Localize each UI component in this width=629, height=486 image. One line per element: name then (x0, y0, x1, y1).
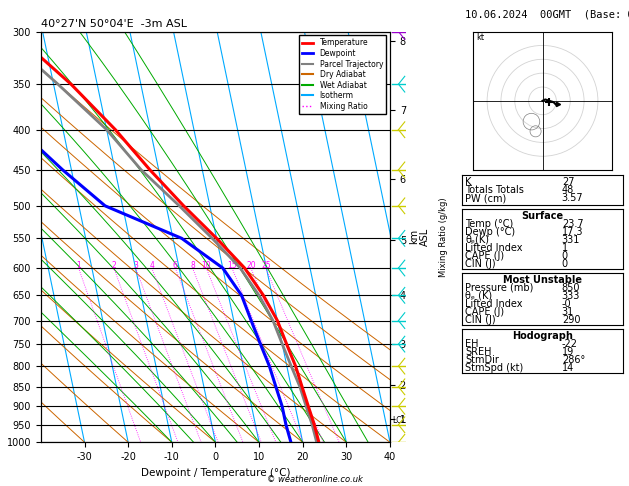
Text: 286°: 286° (562, 355, 585, 365)
Text: 14: 14 (562, 363, 574, 373)
Text: 4: 4 (149, 261, 154, 270)
Text: 15: 15 (227, 261, 237, 270)
Text: StmDir: StmDir (465, 355, 499, 365)
X-axis label: Dewpoint / Temperature (°C): Dewpoint / Temperature (°C) (141, 468, 290, 478)
Text: Totals Totals: Totals Totals (465, 186, 525, 195)
Text: 0: 0 (562, 259, 568, 269)
Text: CAPE (J): CAPE (J) (465, 251, 504, 261)
Text: CIN (J): CIN (J) (465, 315, 496, 325)
Y-axis label: km
ASL: km ASL (409, 228, 430, 246)
Text: LCL: LCL (392, 416, 406, 425)
Text: CAPE (J): CAPE (J) (465, 307, 504, 317)
Text: EH: EH (465, 339, 479, 349)
Text: CIN (J): CIN (J) (465, 259, 496, 269)
Text: StmSpd (kt): StmSpd (kt) (465, 363, 524, 373)
Text: © weatheronline.co.uk: © weatheronline.co.uk (267, 474, 362, 484)
Text: 1: 1 (562, 243, 568, 253)
Text: 2: 2 (111, 261, 116, 270)
Text: 25: 25 (261, 261, 270, 270)
Text: Dewp (°C): Dewp (°C) (465, 227, 516, 237)
Text: Mixing Ratio (g/kg): Mixing Ratio (g/kg) (439, 197, 448, 277)
Text: 10.06.2024  00GMT  (Base: 06): 10.06.2024 00GMT (Base: 06) (465, 9, 629, 19)
Text: -0: -0 (562, 299, 571, 309)
Text: 10: 10 (201, 261, 211, 270)
Text: Hodograph: Hodograph (512, 331, 573, 341)
Text: 20: 20 (246, 261, 256, 270)
Text: 19: 19 (562, 347, 574, 357)
Text: kt: kt (476, 33, 484, 42)
Text: 850: 850 (562, 283, 581, 293)
Text: 8: 8 (190, 261, 195, 270)
Y-axis label: hPa: hPa (0, 227, 1, 247)
Text: 3: 3 (133, 261, 138, 270)
Text: 40°27'N 50°04'E  -3m ASL: 40°27'N 50°04'E -3m ASL (41, 19, 187, 30)
Text: 27: 27 (562, 177, 574, 188)
Text: θₑ(K): θₑ(K) (465, 235, 489, 245)
Text: 1: 1 (76, 261, 81, 270)
Text: 6: 6 (173, 261, 178, 270)
Text: Lifted Index: Lifted Index (465, 299, 523, 309)
Text: Lifted Index: Lifted Index (465, 243, 523, 253)
Text: -22: -22 (562, 339, 578, 349)
Text: K: K (465, 177, 472, 188)
Text: 31: 31 (562, 307, 574, 317)
Text: SREH: SREH (465, 347, 492, 357)
Text: θₑ (K): θₑ (K) (465, 291, 493, 301)
Text: Surface: Surface (521, 211, 564, 221)
Text: 48: 48 (562, 186, 574, 195)
Text: 3.57: 3.57 (562, 193, 583, 204)
Text: 333: 333 (562, 291, 580, 301)
Text: Temp (°C): Temp (°C) (465, 219, 514, 229)
Text: PW (cm): PW (cm) (465, 193, 507, 204)
Text: 331: 331 (562, 235, 580, 245)
Text: 17.3: 17.3 (562, 227, 583, 237)
Text: 0: 0 (562, 251, 568, 261)
Legend: Temperature, Dewpoint, Parcel Trajectory, Dry Adiabat, Wet Adiabat, Isotherm, Mi: Temperature, Dewpoint, Parcel Trajectory… (299, 35, 386, 114)
Text: Most Unstable: Most Unstable (503, 275, 582, 285)
Text: 23.7: 23.7 (562, 219, 583, 229)
Text: Pressure (mb): Pressure (mb) (465, 283, 534, 293)
Text: 290: 290 (562, 315, 581, 325)
